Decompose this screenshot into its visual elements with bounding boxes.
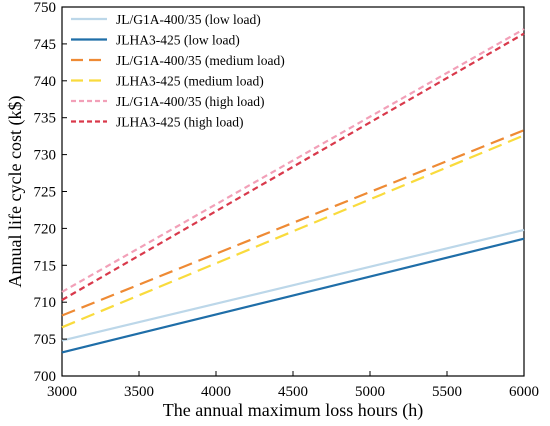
series-layer <box>61 28 525 354</box>
legend-label: JL/G1A-400/35 (high load) <box>116 94 264 109</box>
series-line-2 <box>61 129 525 317</box>
x-axis: 3000 3500 4000 4500 5000 5500 6000 <box>47 371 539 400</box>
y-tick-label: 750 <box>34 0 57 16</box>
series-line-0 <box>61 228 525 342</box>
y-tick-label: 700 <box>34 369 57 385</box>
legend-label: JLHA3-425 (medium load) <box>116 74 264 89</box>
series-line-3 <box>61 134 525 329</box>
legend-label: JL/G1A-400/35 (low load) <box>116 12 261 27</box>
legend: JL/G1A-400/35 (low load) JLHA3-425 (low l… <box>71 12 285 130</box>
legend-label: JL/G1A-400/35 (medium load) <box>116 53 285 68</box>
y-axis: 700 705 710 715 720 725 730 735 740 745 750 <box>34 0 67 385</box>
y-tick-label: 705 <box>34 332 57 348</box>
series-line-1 <box>61 237 525 354</box>
y-tick-label: 730 <box>34 148 57 164</box>
y-axis-title: Annual life cycle cost (k$) <box>5 96 26 288</box>
y-tick-label: 735 <box>34 111 57 127</box>
x-tick-label: 3000 <box>47 384 77 400</box>
y-tick-label: 720 <box>34 221 57 237</box>
series-line-5 <box>61 32 525 301</box>
x-tick-label: 5000 <box>355 384 385 400</box>
x-tick-label: 6000 <box>509 384 539 400</box>
x-axis-title: The annual maximum loss hours (h) <box>163 400 423 421</box>
y-tick-label: 725 <box>34 185 57 201</box>
y-tick-label: 740 <box>34 74 57 90</box>
x-tick-label: 4000 <box>201 384 231 400</box>
x-tick-label: 3500 <box>124 384 154 400</box>
y-tick-label: 715 <box>34 258 57 274</box>
y-tick-label: 745 <box>34 37 57 53</box>
series-line-4 <box>61 28 525 293</box>
legend-label: JLHA3-425 (high load) <box>116 115 243 130</box>
legend-label: JLHA3-425 (low load) <box>116 33 240 48</box>
x-tick-label: 4500 <box>278 384 308 400</box>
y-tick-label: 710 <box>34 295 57 311</box>
x-tick-label: 5500 <box>432 384 462 400</box>
